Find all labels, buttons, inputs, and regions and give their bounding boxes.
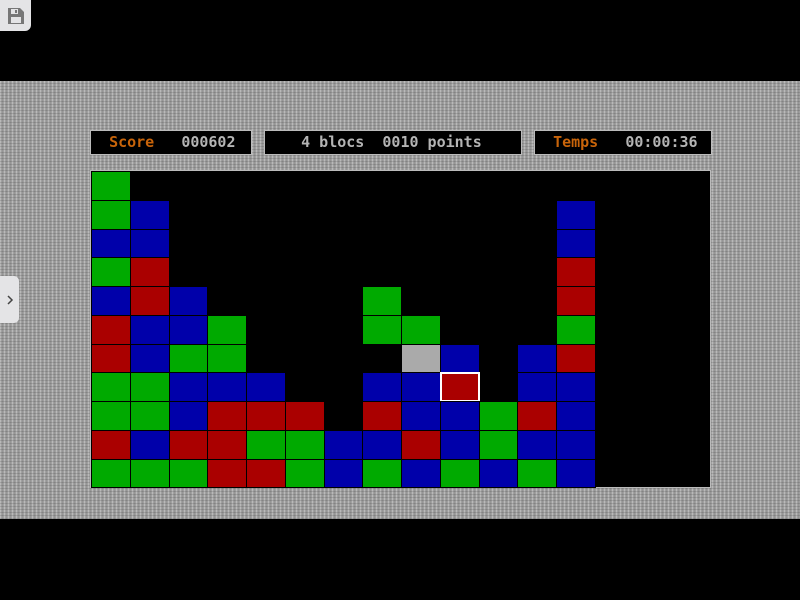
block-green[interactable] (556, 314, 596, 345)
block-green[interactable] (362, 458, 402, 489)
block-green[interactable] (439, 458, 480, 489)
time-value: 00:00:36 (625, 133, 698, 151)
block-green[interactable] (168, 458, 209, 489)
block-green[interactable] (207, 314, 247, 345)
block-blue[interactable] (439, 401, 480, 431)
block-green[interactable] (284, 458, 325, 489)
side-panel-toggle[interactable] (0, 276, 19, 323)
block-red[interactable] (129, 286, 170, 316)
block-blue[interactable] (401, 458, 441, 489)
block-blue[interactable] (362, 372, 402, 402)
block-green[interactable] (91, 171, 131, 201)
block-red[interactable] (556, 286, 596, 316)
block-red[interactable] (284, 401, 325, 431)
block-blue[interactable] (129, 429, 170, 460)
block-green[interactable] (362, 286, 402, 316)
block-blue[interactable] (556, 401, 596, 431)
block-red[interactable] (207, 401, 247, 431)
block-blue[interactable] (91, 286, 131, 316)
block-green[interactable] (91, 257, 131, 287)
block-green[interactable] (129, 458, 170, 489)
block-blue[interactable] (168, 372, 209, 402)
block-red[interactable] (556, 343, 596, 374)
block-red[interactable] (207, 458, 247, 489)
block-blue[interactable] (129, 343, 170, 374)
block-blue[interactable] (323, 429, 364, 460)
block-green[interactable] (284, 429, 325, 460)
block-green[interactable] (207, 343, 247, 374)
block-green[interactable] (91, 199, 131, 230)
block-red[interactable] (91, 343, 131, 374)
time-panel: Temps 00:00:36 (534, 130, 712, 155)
block-blue[interactable] (168, 286, 209, 316)
block-green[interactable] (246, 429, 286, 460)
block-green[interactable] (362, 314, 402, 345)
block-blue[interactable] (478, 458, 519, 489)
block-blue[interactable] (556, 228, 596, 259)
block-blue[interactable] (168, 401, 209, 431)
block-blue[interactable] (246, 372, 286, 402)
block-blue[interactable] (323, 458, 364, 489)
block-red[interactable] (246, 401, 286, 431)
block-blue[interactable] (129, 228, 170, 259)
block-blue[interactable] (439, 429, 480, 460)
block-green[interactable] (401, 314, 441, 345)
selection-panel: 4 blocs 0010 points (264, 130, 522, 155)
block-green[interactable] (91, 372, 131, 402)
save-button[interactable] (0, 0, 31, 31)
block-blue[interactable] (401, 401, 441, 431)
block-blue[interactable] (556, 458, 596, 489)
block-red[interactable] (207, 429, 247, 460)
block-red[interactable] (246, 458, 286, 489)
block-blue[interactable] (129, 314, 170, 345)
block-red[interactable] (91, 429, 131, 460)
block-red[interactable] (517, 401, 557, 431)
block-gray[interactable] (401, 343, 441, 374)
block-red[interactable] (556, 257, 596, 287)
block-green[interactable] (517, 458, 557, 489)
block-blue[interactable] (556, 429, 596, 460)
block-blue[interactable] (556, 199, 596, 230)
score-panel: Score 000602 (90, 130, 252, 155)
block-blue[interactable] (517, 343, 557, 374)
block-green[interactable] (478, 401, 519, 431)
score-value: 000602 (181, 133, 236, 151)
block-blue[interactable] (207, 372, 247, 402)
block-blue[interactable] (401, 372, 441, 402)
chevron-right-icon (6, 294, 13, 305)
block-green[interactable] (129, 372, 170, 402)
block-blue[interactable] (168, 314, 209, 345)
block-blue[interactable] (129, 199, 170, 230)
block-red[interactable] (362, 401, 402, 431)
block-red[interactable] (401, 429, 441, 460)
block-red[interactable] (91, 314, 131, 345)
block-blue[interactable] (517, 372, 557, 402)
time-label: Temps (553, 133, 599, 151)
block-red[interactable] (439, 372, 480, 402)
floppy-disk-icon (7, 7, 24, 24)
block-red[interactable] (168, 429, 209, 460)
block-green[interactable] (91, 458, 131, 489)
block-blue[interactable] (556, 372, 596, 402)
block-green[interactable] (129, 401, 170, 431)
block-blue[interactable] (362, 429, 402, 460)
block-red[interactable] (129, 257, 170, 287)
block-green[interactable] (168, 343, 209, 374)
block-green[interactable] (91, 401, 131, 431)
block-blue[interactable] (439, 343, 480, 374)
game-board[interactable] (90, 170, 711, 489)
block-blue[interactable] (91, 228, 131, 259)
selection-info: 4 blocs 0010 points (301, 133, 482, 151)
score-label: Score (109, 133, 155, 151)
block-blue[interactable] (517, 429, 557, 460)
block-green[interactable] (478, 429, 519, 460)
